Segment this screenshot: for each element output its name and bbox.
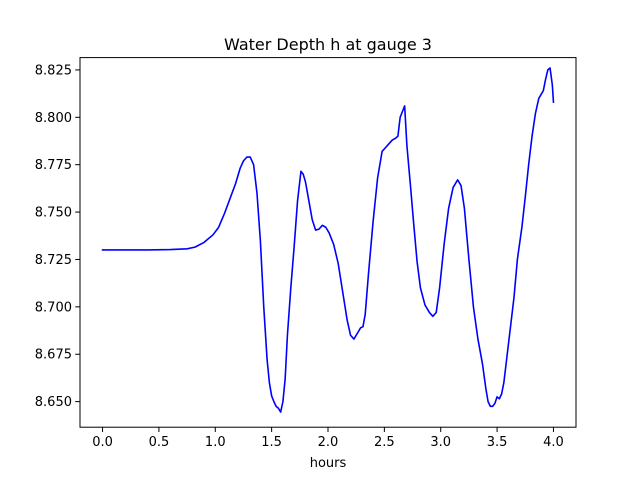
y-tick-label: 8.700 [35,300,72,315]
y-axis: 8.650 8.675 8.700 8.725 8.750 8.775 8.800 8.825 [35,63,80,410]
x-tick-label: 0.5 [149,435,170,450]
y-tick-label: 8.750 [35,206,72,221]
series-layer [101,67,555,413]
x-tick-label: 1.5 [261,435,282,450]
y-tick-label: 8.725 [35,253,72,268]
x-tick-label: 3.0 [430,435,451,450]
x-tick-label: 1.0 [205,435,226,450]
x-axis-title: hours [310,456,347,471]
y-tick-label: 8.825 [35,63,72,78]
y-tick-label: 8.675 [35,348,72,363]
x-tick-label: 4.0 [543,435,564,450]
x-axis: 0.0 0.5 1.0 1.5 2.0 2.5 3.0 3.5 4.0 [92,427,564,450]
x-tick-label: 2.5 [374,435,395,450]
y-tick-label: 8.650 [35,395,72,410]
chart-title: Water Depth h at gauge 3 [224,35,432,54]
x-tick-label: 0.0 [92,435,113,450]
y-tick-label: 8.800 [35,111,72,126]
x-tick-label: 2.0 [318,435,339,450]
series-line-0 [101,67,555,413]
x-tick-label: 3.5 [487,435,508,450]
y-tick-label: 8.775 [35,158,72,173]
